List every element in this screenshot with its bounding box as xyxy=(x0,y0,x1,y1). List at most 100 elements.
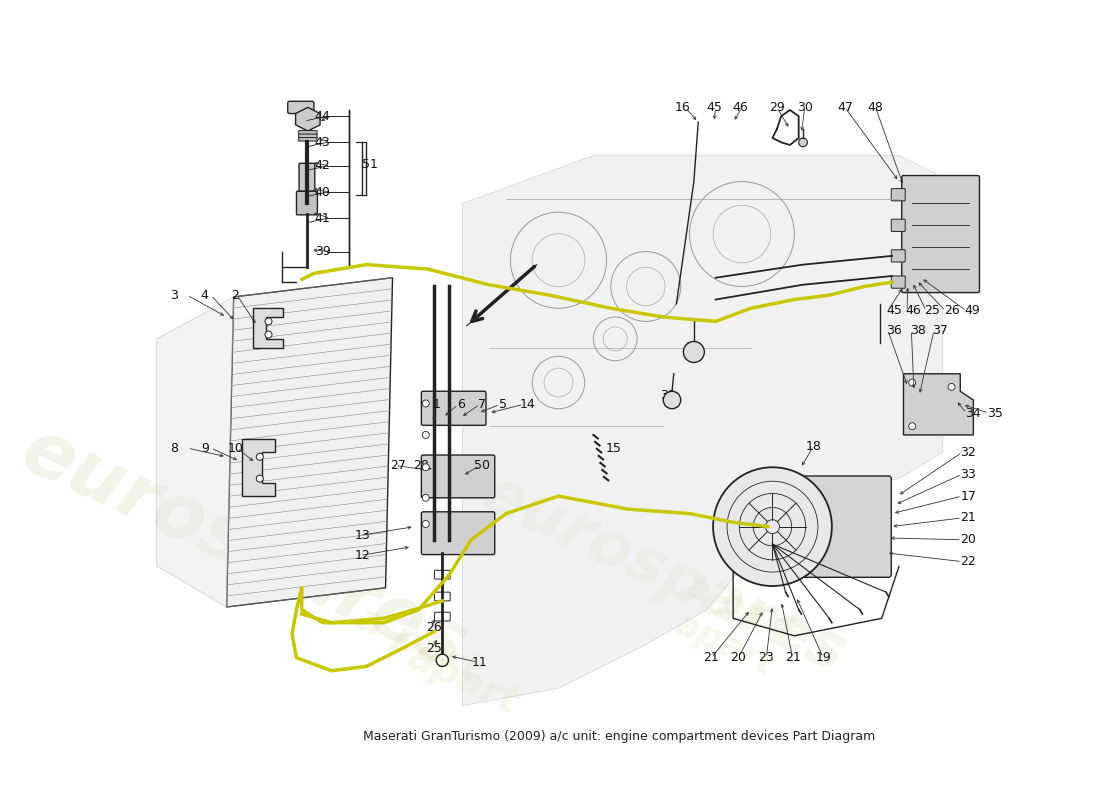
Text: 49: 49 xyxy=(965,305,980,318)
Text: Maserati GranTurismo (2009) a/c unit: engine compartment devices Part Diagram: Maserati GranTurismo (2009) a/c unit: en… xyxy=(363,730,876,742)
Circle shape xyxy=(422,464,429,470)
Text: 40: 40 xyxy=(315,186,330,198)
Text: 17: 17 xyxy=(960,490,976,502)
FancyBboxPatch shape xyxy=(434,570,450,579)
Circle shape xyxy=(909,379,915,386)
Text: 7: 7 xyxy=(478,398,486,411)
Text: 13: 13 xyxy=(355,529,371,542)
Text: 26: 26 xyxy=(944,305,959,318)
Polygon shape xyxy=(462,155,943,706)
Circle shape xyxy=(256,454,263,460)
Text: 3: 3 xyxy=(170,289,178,302)
Text: 20: 20 xyxy=(730,651,746,664)
Text: 25: 25 xyxy=(924,305,940,318)
FancyBboxPatch shape xyxy=(297,191,318,215)
Text: 28: 28 xyxy=(414,459,429,472)
FancyBboxPatch shape xyxy=(891,189,905,201)
Text: 39: 39 xyxy=(315,245,330,258)
Text: 23: 23 xyxy=(759,651,774,664)
Text: 30: 30 xyxy=(796,101,813,114)
Circle shape xyxy=(948,383,955,390)
Text: 36: 36 xyxy=(886,324,902,337)
Text: 9: 9 xyxy=(201,442,209,454)
Text: 44: 44 xyxy=(315,110,330,122)
FancyBboxPatch shape xyxy=(891,276,905,288)
Polygon shape xyxy=(296,107,320,131)
Circle shape xyxy=(422,400,429,407)
Circle shape xyxy=(663,391,681,409)
Text: 37: 37 xyxy=(933,324,948,337)
Text: 21: 21 xyxy=(704,651,719,664)
Polygon shape xyxy=(227,278,393,607)
Circle shape xyxy=(422,431,429,438)
Text: 27: 27 xyxy=(389,459,406,472)
Text: a part: a part xyxy=(351,599,486,690)
FancyBboxPatch shape xyxy=(772,476,891,578)
Text: 15: 15 xyxy=(606,442,621,454)
FancyBboxPatch shape xyxy=(421,512,495,554)
FancyBboxPatch shape xyxy=(298,134,317,138)
Text: 21: 21 xyxy=(960,511,976,525)
FancyBboxPatch shape xyxy=(421,391,486,426)
Text: 2: 2 xyxy=(231,289,240,302)
Text: 47: 47 xyxy=(837,101,852,114)
Text: 16: 16 xyxy=(674,101,691,114)
FancyBboxPatch shape xyxy=(298,138,317,141)
Polygon shape xyxy=(242,439,275,496)
FancyBboxPatch shape xyxy=(299,163,315,191)
Text: a part
apart: a part apart xyxy=(664,569,802,686)
Text: 8: 8 xyxy=(170,442,178,454)
Text: 1: 1 xyxy=(432,398,440,411)
Text: 48: 48 xyxy=(868,101,883,114)
Circle shape xyxy=(265,331,272,338)
Text: 19: 19 xyxy=(815,651,830,664)
Text: 45: 45 xyxy=(706,101,722,114)
Text: 43: 43 xyxy=(315,136,330,149)
Text: 51: 51 xyxy=(362,158,377,170)
Text: apart: apart xyxy=(400,638,524,722)
Polygon shape xyxy=(903,374,974,435)
Text: 24: 24 xyxy=(685,341,701,354)
Text: 42: 42 xyxy=(315,159,330,173)
FancyBboxPatch shape xyxy=(891,219,905,231)
Circle shape xyxy=(713,467,832,586)
FancyBboxPatch shape xyxy=(298,130,317,135)
Text: 20: 20 xyxy=(960,534,976,546)
Text: 14: 14 xyxy=(520,398,536,411)
Text: 18: 18 xyxy=(805,440,822,453)
Text: 34: 34 xyxy=(965,406,980,420)
Text: 46: 46 xyxy=(733,101,748,114)
Text: 45: 45 xyxy=(886,305,902,318)
Text: 38: 38 xyxy=(910,324,925,337)
Circle shape xyxy=(256,475,263,482)
Text: 5: 5 xyxy=(498,398,507,411)
Circle shape xyxy=(909,422,915,430)
Text: 22: 22 xyxy=(960,555,976,568)
Text: 25: 25 xyxy=(426,642,441,655)
Text: 41: 41 xyxy=(315,212,330,225)
Text: 6: 6 xyxy=(456,398,464,411)
Text: 26: 26 xyxy=(426,621,441,634)
Text: eurospares: eurospares xyxy=(472,464,855,686)
FancyBboxPatch shape xyxy=(434,592,450,601)
Circle shape xyxy=(683,342,704,362)
Text: 35: 35 xyxy=(988,406,1003,420)
FancyBboxPatch shape xyxy=(434,612,450,621)
FancyBboxPatch shape xyxy=(288,102,313,114)
Text: 11: 11 xyxy=(472,655,487,669)
Text: 21: 21 xyxy=(784,651,801,664)
Polygon shape xyxy=(156,297,233,607)
Circle shape xyxy=(422,494,429,502)
Text: 46: 46 xyxy=(905,305,921,318)
FancyBboxPatch shape xyxy=(421,455,495,498)
Text: 50: 50 xyxy=(474,459,491,472)
Text: 10: 10 xyxy=(228,442,243,454)
Text: 4: 4 xyxy=(201,289,209,302)
Circle shape xyxy=(265,318,272,325)
Text: 33: 33 xyxy=(960,468,976,481)
Text: 29: 29 xyxy=(769,101,784,114)
Text: 31: 31 xyxy=(660,389,675,402)
Text: 32: 32 xyxy=(960,446,976,459)
Text: eurospares: eurospares xyxy=(10,413,478,684)
FancyBboxPatch shape xyxy=(902,175,979,293)
